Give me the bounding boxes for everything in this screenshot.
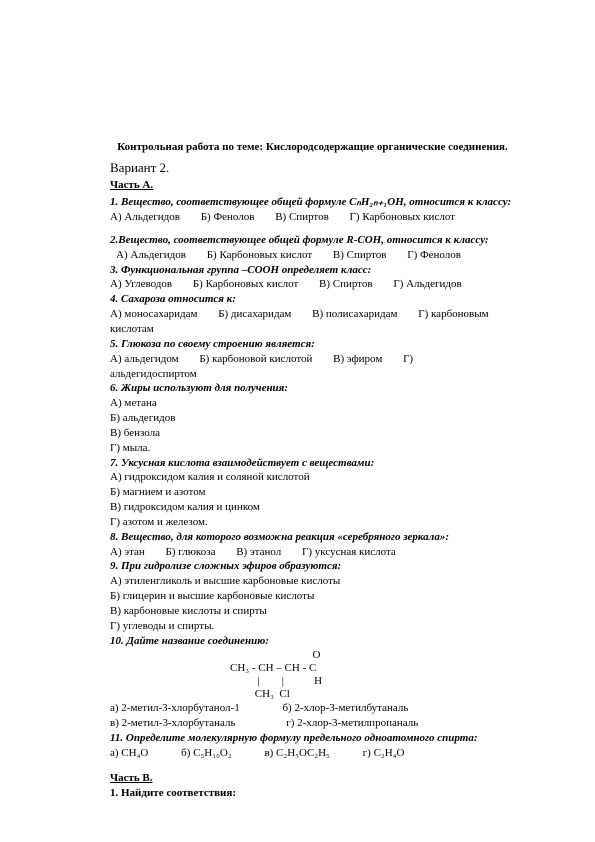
question-10: 10. Дайте название соединению: (110, 634, 515, 649)
q2-opt-c: В) Спиртов (333, 249, 387, 261)
q1-opt-b: Б) Фенолов (201, 211, 255, 223)
question-4-options: А) моносахаридам Б) дисахаридам В) полис… (110, 307, 515, 337)
page-title: Контрольная работа по теме: Кислородсоде… (110, 140, 515, 155)
q10-opt-a: а) 2-метил-3-хлорбутанол-1 (110, 702, 240, 714)
q8-opt-a: А) этан (110, 546, 145, 558)
q9-opt-b: Б) глицерин и высшие карбоновые кислоты (110, 589, 515, 604)
q8-opt-b: Б) глюкоза (166, 546, 216, 558)
question-7: 7. Уксусная кислота взаимодействует с ве… (110, 456, 515, 471)
q3-opt-b: Б) Карбоновых кислот (193, 278, 298, 290)
q9-opt-c: В) карбоновые кислоты и спирты (110, 604, 515, 619)
question-11-options: а) CH₄O б) C₅H₁₀O₂ в) C₂H₅OC₂H₅ г) C₂H₄O (110, 746, 515, 761)
question-2-options: А) Альдегидов Б) Карбоновых кислот В) Сп… (116, 248, 515, 263)
question-1: 1. Вещество, соответствующее общей форму… (110, 195, 515, 210)
q9-opt-d: Г) углеводы и спирты. (110, 619, 515, 634)
q9-opt-a: А) этиленгликоль и высшие карбоновые кис… (110, 574, 515, 589)
q1-opt-d: Г) Карбоновых кислот (350, 211, 455, 223)
q1-opt-c: В) Спиртов (275, 211, 329, 223)
q6-opt-a: А) метана (110, 396, 515, 411)
q7-opt-c: В) гидроксидом калия и цинком (110, 500, 515, 515)
q3-opt-c: В) Спиртов (319, 278, 373, 290)
q2-opt-a: А) Альдегидов (116, 249, 186, 261)
q6-opt-b: Б) альдегидов (110, 411, 515, 426)
question-b1: 1. Найдите соответствия: (110, 786, 515, 801)
spacer (110, 225, 515, 233)
q3-opt-a: А) Углеводов (110, 278, 172, 290)
q4-opt-a: А) моносахаридам (110, 308, 197, 320)
q7-opt-a: А) гидроксидом калия и соляной кислотой (110, 470, 515, 485)
q10-formula-l4: CH₃ Cl (230, 688, 515, 701)
question-10-options-row2: в) 2-метил-3-хлорбутаналь г) 2-хлор-3-ме… (110, 716, 515, 731)
q11-opt-a: а) CH₄O (110, 747, 148, 759)
variant-label: Вариант 2. (110, 159, 515, 177)
q10-formula-l2: CH₃ - CH – CH - C (230, 662, 515, 675)
question-9: 9. При гидролизе сложных эфиров образуют… (110, 559, 515, 574)
q10-formula-l3: | | H (230, 675, 515, 688)
q1-opt-a: А) Альдегидов (110, 211, 180, 223)
question-5-options: А) альдегидом Б) карбоновой кислотой В) … (110, 352, 515, 382)
document-page: Контрольная работа по теме: Кислородсоде… (0, 0, 595, 840)
question-8: 8. Вещество, для которого возможна реакц… (110, 530, 515, 545)
part-a-heading: Часть А. (110, 178, 515, 193)
q10-text: 10. Дайте название соединению: (110, 635, 269, 647)
question-10-options-row1: а) 2-метил-3-хлорбутанол-1 б) 2-хлор-3-м… (110, 701, 515, 716)
q6-opt-c: В) бензола (110, 426, 515, 441)
q8-opt-d: Г) уксусная кислота (302, 546, 396, 558)
q11-opt-c: в) C₂H₅OC₂H₅ (264, 747, 329, 759)
question-1-options: А) Альдегидов Б) Фенолов В) Спиртов Г) К… (110, 210, 515, 225)
q3-opt-d: Г) Альдегидов (393, 278, 461, 290)
q10-formula-l1: O (230, 649, 515, 662)
question-8-options: А) этан Б) глюкоза В) этанол Г) уксусная… (110, 545, 515, 560)
question-4: 4. Сахароза относится к: (110, 292, 515, 307)
question-3-options: А) Углеводов Б) Карбоновых кислот В) Спи… (110, 277, 515, 292)
question-3: 3. Функциональная группа –COOH определяе… (110, 263, 515, 278)
q5-opt-a: А) альдегидом (110, 353, 179, 365)
q5-opt-b: Б) карбоновой кислотой (199, 353, 312, 365)
q11-opt-d: г) C₂H₄O (363, 747, 405, 759)
q6-opt-d: Г) мыла. (110, 441, 515, 456)
q11-opt-b: б) C₅H₁₀O₂ (181, 747, 232, 759)
question-6: 6. Жиры используют для получения: (110, 381, 515, 396)
q10-opt-b: б) 2-хлор-3-метилбутаналь (282, 702, 408, 714)
q7-opt-d: Г) азотом и железом. (110, 515, 515, 530)
question-11: 11. Определите молекулярную формулу пред… (110, 731, 515, 746)
q10-opt-d: г) 2-хлор-3-метилпропаналь (286, 717, 418, 729)
q4-opt-c: В) полисахаридам (312, 308, 397, 320)
q2-opt-b: Б) Карбоновых кислот (207, 249, 312, 261)
question-5: 5. Глюкоза по своему строению является: (110, 337, 515, 352)
q7-opt-b: Б) магнием и азотом (110, 485, 515, 500)
q2-opt-d: Г) Фенолов (407, 249, 461, 261)
q8-opt-c: В) этанол (236, 546, 281, 558)
question-2: 2.Вещество, соответствующее общей формул… (110, 233, 515, 248)
part-b-heading: Часть В. (110, 771, 515, 786)
q5-opt-c: В) эфиром (333, 353, 382, 365)
q10-opt-c: в) 2-метил-3-хлорбутаналь (110, 717, 236, 729)
q4-opt-b: Б) дисахаридам (218, 308, 291, 320)
